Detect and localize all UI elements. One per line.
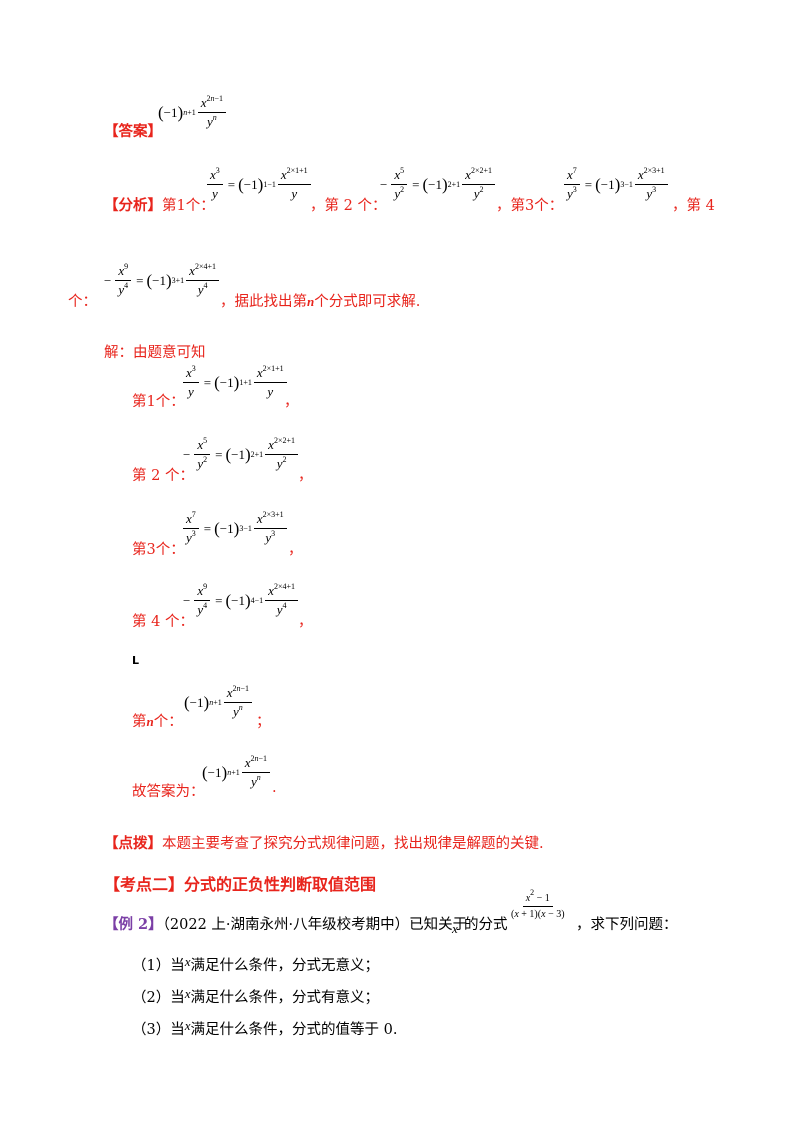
solution-line-2: 第 2 个： xyxy=(132,468,194,484)
tip-text: 本题主要考查了探究分式规律问题，找出规律是解题的关键. xyxy=(162,836,544,852)
answer-formula: (−1) n+1 x2n−1 yn xyxy=(158,95,228,129)
section-title: 【考点二】分式的正负性判断取值范围 xyxy=(104,875,377,894)
analysis-formula-4: − x9 y4 =(−1) 3+1 x2×4+1 y4 xyxy=(104,263,221,297)
final-answer-formula: (−1) n+1 x2n−1 yn xyxy=(202,755,272,789)
final-answer-label: 故答案为： xyxy=(132,784,205,800)
analysis-formula-2: − x5 y2 =(−1) 2+1 x2×2+1 y2 xyxy=(380,167,497,201)
example-end: ，求下列问题： xyxy=(576,917,678,933)
solution-formula-4: − x9 y4 =(−1) 4−1 x2×4+1 y4 xyxy=(183,583,300,617)
solution-comma-2: ， xyxy=(298,468,313,484)
tip-label: 【点拨】 xyxy=(104,835,162,852)
example-fraction: x2 − 1 (x + 1)(x − 3) xyxy=(511,888,565,921)
solution-formula-3: x7 y3 =(−1) 3−1 x2×3+1 y3 xyxy=(181,511,289,545)
solution-formula-1: x3 y =(−1) 1+1 x2×1+1 y xyxy=(181,365,289,399)
example-source: （2022 上·湖南永州·八年级校考期中）已知关于 xyxy=(162,917,468,933)
solution-comma-3: ， xyxy=(288,542,303,558)
question-3: （3）当 x 满足什么条件，分式的值等于 0. xyxy=(132,1018,398,1038)
analysis-item-3: ，第3个： xyxy=(496,198,564,214)
question-2: （2）当 x 满足什么条件，分式有意义； xyxy=(132,986,380,1006)
example-var-x: x xyxy=(452,920,458,936)
solution-comma-4: ， xyxy=(298,614,313,630)
answer-label: 【答案】 xyxy=(104,123,162,140)
tip-row: 【点拨】本题主要考查了探究分式规律问题，找出规律是解题的关键. xyxy=(104,832,544,853)
analysis-row: 【分析】第1个： xyxy=(104,194,215,215)
solution-semicolon: ； xyxy=(256,714,271,730)
final-answer-period: . xyxy=(272,780,277,796)
analysis-formula-1: x3 y =(−1) 1−1 x2×1+1 y xyxy=(205,167,313,201)
analysis-label: 【分析】 xyxy=(104,197,162,214)
analysis-item-2: ，第 2 个： xyxy=(310,198,387,214)
example-row: 【例 2】（2022 上·湖南永州·八年级校考期中）已知关于 xyxy=(104,913,467,934)
analysis-tail: ，据此找出第 n 个分式即可求解. xyxy=(220,294,421,310)
example-mid: 的分式 xyxy=(464,917,508,933)
solution-comma-1: ， xyxy=(284,394,299,410)
question-1: （1）当 x 满足什么条件，分式无意义； xyxy=(132,954,380,974)
solution-line-3: 第3个： xyxy=(132,542,185,558)
analysis-item-1: 第1个： xyxy=(162,198,215,214)
analysis-item-5: 个： xyxy=(68,294,97,310)
solution-line-4: 第 4 个： xyxy=(132,614,194,630)
solution-ellipsis: L xyxy=(132,654,140,667)
analysis-item-4: ，第 4 xyxy=(672,198,715,214)
solution-formula-n: (−1) n+1 x2n−1 yn xyxy=(184,685,254,719)
solution-line-1: 第1个： xyxy=(132,394,185,410)
solution-line-n: 第 n 个： xyxy=(132,714,183,730)
example-label: 【例 2】 xyxy=(104,916,163,933)
solution-intro: 解：由题意可知 xyxy=(104,345,206,361)
solution-formula-2: − x5 y2 =(−1) 2+1 x2×2+1 y2 xyxy=(183,437,300,471)
analysis-formula-3: x7 y3 =(−1) 3−1 x2×3+1 y3 xyxy=(562,167,670,201)
